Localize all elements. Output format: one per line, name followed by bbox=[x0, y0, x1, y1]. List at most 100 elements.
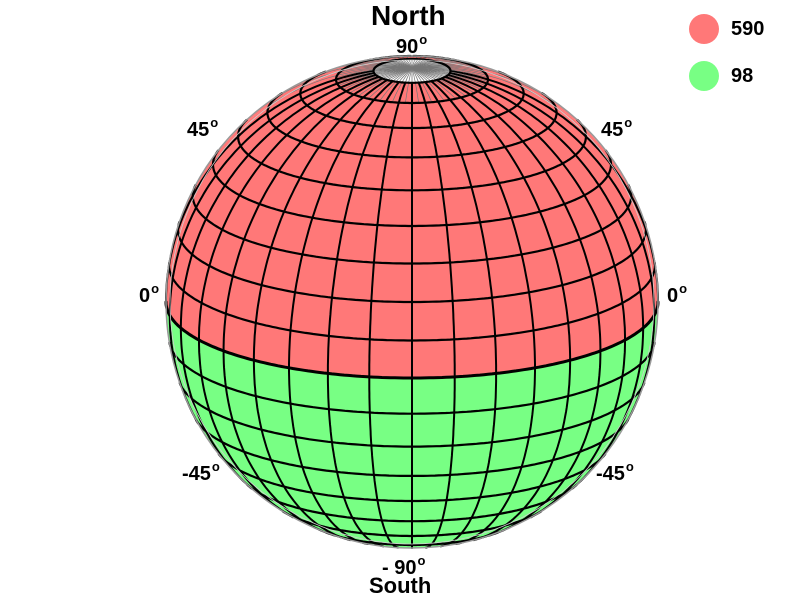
globe-cell bbox=[412, 520, 443, 536]
globe-cell bbox=[295, 436, 337, 472]
globe-cell bbox=[583, 136, 611, 176]
globe-cell bbox=[483, 115, 523, 147]
parallel-line bbox=[164, 300, 660, 380]
globe-cell bbox=[450, 259, 492, 301]
globe-cell bbox=[412, 127, 438, 158]
parallel-line bbox=[266, 92, 558, 159]
bottom-label-south: South bbox=[369, 573, 432, 598]
globe-cell bbox=[371, 262, 412, 302]
globe-cell bbox=[328, 297, 372, 340]
globe-cell bbox=[539, 451, 580, 487]
parallel-line bbox=[282, 510, 542, 538]
globe-cell bbox=[547, 97, 584, 128]
globe-cell bbox=[180, 291, 202, 340]
globe-cell bbox=[337, 222, 378, 263]
meridian-line bbox=[411, 67, 420, 83]
globe-cell bbox=[442, 497, 481, 521]
globe-cell bbox=[436, 78, 471, 98]
globe-cell bbox=[290, 403, 332, 443]
globe-cell bbox=[377, 189, 412, 226]
globe-cell bbox=[575, 145, 608, 186]
globe-cell bbox=[533, 322, 571, 368]
globe-cell bbox=[213, 136, 241, 176]
lat-label-lower-left: -45o bbox=[182, 459, 220, 485]
globe-cell bbox=[373, 474, 412, 501]
lat-label-upper-left: 45o bbox=[187, 115, 219, 141]
globe-cell bbox=[545, 163, 585, 204]
globe-cell bbox=[508, 105, 548, 136]
globe-cell bbox=[412, 189, 447, 226]
globe-cell bbox=[480, 217, 522, 260]
globe-cell bbox=[386, 82, 406, 103]
globe-cell bbox=[412, 376, 455, 414]
globe-cell bbox=[269, 99, 308, 128]
globe-cell bbox=[523, 171, 565, 212]
globe-cell bbox=[412, 262, 453, 302]
parallel-line bbox=[325, 531, 499, 547]
globe-cell bbox=[431, 126, 462, 157]
parallel-line bbox=[168, 341, 656, 415]
meridian-line bbox=[179, 74, 377, 490]
globe-cell bbox=[450, 97, 484, 124]
meridian-line bbox=[252, 79, 389, 542]
globe-cell bbox=[340, 75, 379, 92]
globe-cell bbox=[373, 101, 399, 128]
globe-cell bbox=[511, 211, 553, 255]
lat-label-equator-left: 0o bbox=[139, 281, 160, 307]
globe-cell bbox=[206, 185, 240, 230]
globe-cell bbox=[547, 120, 584, 155]
globe-cell bbox=[261, 135, 302, 172]
globe-cell bbox=[238, 112, 270, 146]
globe-cell bbox=[483, 83, 522, 106]
globe-cell bbox=[471, 183, 512, 223]
globe-cell bbox=[276, 105, 316, 136]
globe-cell bbox=[332, 259, 374, 301]
globe-cell bbox=[315, 64, 354, 77]
globe-cell bbox=[412, 445, 453, 476]
globe-cell bbox=[499, 486, 540, 514]
globe-cell bbox=[446, 222, 487, 263]
globe-cell bbox=[286, 110, 327, 142]
meridian-line bbox=[368, 81, 407, 549]
lat-label-top: 90o bbox=[396, 32, 428, 58]
globe-cell bbox=[522, 135, 563, 172]
globe-cell bbox=[467, 120, 505, 152]
globe-cell bbox=[398, 82, 412, 103]
globe-cell bbox=[196, 175, 225, 219]
globe-cell bbox=[371, 445, 412, 476]
legend-swatch-red bbox=[689, 14, 719, 44]
globe-cell bbox=[627, 195, 646, 243]
globe-cell bbox=[568, 313, 601, 361]
globe-cell bbox=[386, 535, 412, 545]
globe-cell bbox=[529, 396, 569, 437]
sphere-outline bbox=[165, 55, 659, 549]
globe-cell bbox=[412, 535, 438, 545]
globe-cell bbox=[492, 403, 534, 443]
globe-cell bbox=[554, 112, 586, 146]
globe-cell bbox=[248, 128, 287, 164]
globe-cell bbox=[642, 229, 655, 279]
globe-cell bbox=[289, 367, 329, 410]
globe-cell bbox=[225, 154, 262, 196]
globe-cell bbox=[244, 451, 285, 487]
globe-cell bbox=[425, 81, 450, 102]
globe-cell bbox=[495, 367, 535, 410]
globe-cell bbox=[599, 175, 628, 219]
globe-cell bbox=[356, 99, 386, 126]
globe-cell bbox=[327, 336, 370, 377]
parallel-line bbox=[217, 453, 607, 503]
globe-cell bbox=[454, 373, 497, 413]
parallel-line bbox=[237, 118, 587, 192]
meridian-line bbox=[404, 67, 413, 83]
globe-cell bbox=[312, 183, 353, 223]
globe-cell bbox=[533, 360, 571, 404]
globe-cell bbox=[492, 292, 534, 336]
globe-cell bbox=[325, 151, 363, 188]
globe-cell bbox=[255, 285, 295, 331]
globe-cell bbox=[295, 254, 337, 298]
globe-cell bbox=[328, 409, 372, 446]
globe-cell bbox=[442, 187, 481, 225]
globe-cell bbox=[579, 410, 615, 452]
